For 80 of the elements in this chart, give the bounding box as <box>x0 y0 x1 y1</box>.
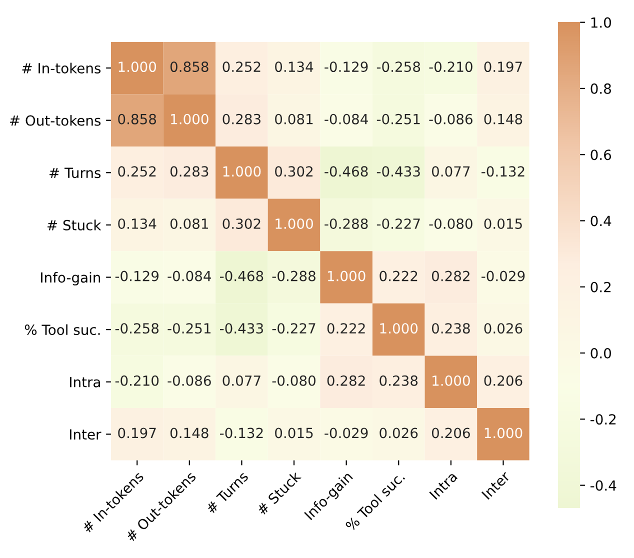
data-label: -0.129 <box>324 62 368 72</box>
data-label: 0.222 <box>380 270 418 282</box>
data-label: 1.000 <box>118 62 156 72</box>
data-label: 1.000 <box>276 218 313 229</box>
data-label: 1.000 <box>484 428 522 438</box>
data-label: -0.227 <box>376 218 420 229</box>
data-label: 1.000 <box>380 323 418 334</box>
color-bar-label: 0.2 <box>590 282 611 292</box>
color-bar-label: -0.2 <box>590 414 616 425</box>
data-label: -0.288 <box>324 218 368 229</box>
data-label: 0.148 <box>484 114 522 124</box>
y-tick-label: % Tool suc. <box>24 324 100 336</box>
data-label: 0.252 <box>118 166 156 177</box>
data-label: 1.000 <box>223 166 261 177</box>
data-label: 0.026 <box>380 428 418 438</box>
color-bar-label: -0.4 <box>590 480 616 491</box>
color-bar-label: 0.6 <box>590 150 612 160</box>
data-label: 0.134 <box>275 62 314 72</box>
data-label: 1.000 <box>171 114 208 124</box>
y-tick-label: Info-gain <box>41 272 100 286</box>
color-bar-label: 1.0 <box>591 17 611 28</box>
data-label: -0.251 <box>168 323 211 334</box>
data-label: 0.148 <box>170 428 208 438</box>
data-label: 0.858 <box>170 62 208 72</box>
data-label: 0.252 <box>222 62 260 72</box>
data-label: 0.283 <box>170 166 208 177</box>
data-label: -0.086 <box>429 114 472 124</box>
color-bar-label: 0.8 <box>590 83 611 94</box>
data-label: 0.283 <box>222 114 260 124</box>
data-label: 0.858 <box>118 114 156 124</box>
data-label: 0.222 <box>327 323 365 334</box>
y-tick-label: # Out-tokens <box>10 115 101 126</box>
data-label: -0.468 <box>220 270 264 282</box>
data-label: -0.468 <box>324 166 368 177</box>
data-label: 0.197 <box>118 428 156 438</box>
y-tick-label: Intra <box>70 377 100 388</box>
data-label: 0.206 <box>484 375 522 386</box>
data-label: -0.288 <box>272 270 316 282</box>
data-label: -0.227 <box>272 323 316 334</box>
data-label: 1.000 <box>328 270 366 282</box>
data-label: 0.015 <box>275 428 313 438</box>
data-label: -0.210 <box>115 375 159 386</box>
data-label: 0.077 <box>432 166 470 177</box>
data-label: 0.077 <box>222 375 260 386</box>
y-tick-label: # In-tokens <box>22 62 101 74</box>
data-label: -0.080 <box>272 375 316 386</box>
data-label: -0.258 <box>115 323 159 334</box>
data-label: 0.081 <box>275 114 313 124</box>
data-label: -0.080 <box>429 218 472 229</box>
data-label: 0.015 <box>484 218 522 229</box>
data-label: 0.282 <box>432 270 470 282</box>
data-label: -0.129 <box>115 270 159 282</box>
data-label: -0.084 <box>324 114 368 124</box>
data-label: -0.084 <box>168 270 212 282</box>
data-label: 0.026 <box>484 323 522 334</box>
data-label: 0.282 <box>327 375 365 386</box>
y-tick-label: # Stuck <box>48 220 102 230</box>
data-label: -0.132 <box>220 428 263 438</box>
data-label: -0.132 <box>482 166 524 177</box>
data-label: -0.029 <box>482 270 525 282</box>
data-label: -0.433 <box>220 323 263 334</box>
data-label: 0.302 <box>275 166 313 177</box>
data-label: -0.251 <box>376 114 420 124</box>
data-label: 0.238 <box>432 323 470 334</box>
data-label: 0.302 <box>222 218 260 229</box>
data-label: -0.086 <box>168 375 211 386</box>
y-tick-label: # Turns <box>50 168 101 178</box>
y-tick-label: Inter <box>70 429 102 440</box>
data-label: -0.029 <box>324 428 368 438</box>
data-label: -0.258 <box>376 62 420 72</box>
data-label: 0.081 <box>170 218 208 229</box>
data-label: 0.197 <box>484 62 522 72</box>
data-label: -0.433 <box>376 166 420 177</box>
data-label: 0.206 <box>432 428 470 438</box>
data-label: 1.000 <box>432 375 470 386</box>
data-label: -0.210 <box>429 62 472 72</box>
data-label: 0.134 <box>118 218 156 229</box>
color-bar-label: 0.0 <box>590 348 611 358</box>
data-label: 0.238 <box>380 375 418 386</box>
color-bar-label: 0.4 <box>590 216 612 226</box>
